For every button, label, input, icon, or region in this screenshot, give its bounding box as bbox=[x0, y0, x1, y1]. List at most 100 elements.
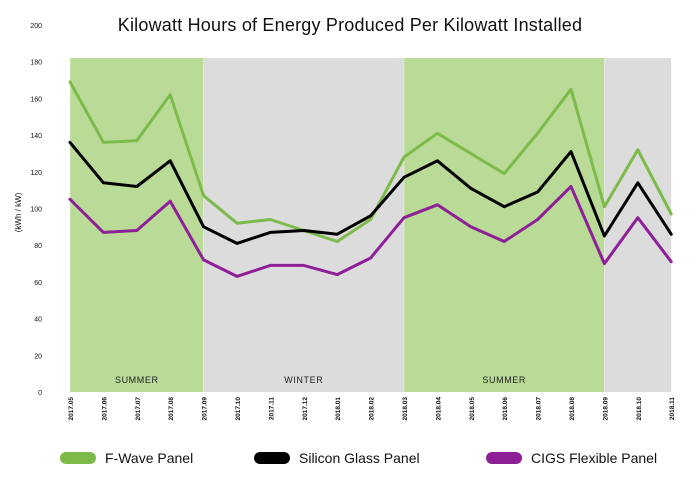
series-0-point-2018.09 bbox=[603, 205, 606, 208]
series-1-point-2017.07 bbox=[135, 185, 138, 188]
series-0-point-2018.10 bbox=[636, 148, 639, 151]
chart-title: Kilowatt Hours of Energy Produced Per Ki… bbox=[117, 15, 583, 35]
series-2-point-2017.06 bbox=[102, 231, 105, 234]
season-band-1 bbox=[203, 58, 404, 392]
y-tick-label-80: 80 bbox=[34, 243, 42, 250]
series-0-point-2017.10 bbox=[235, 221, 239, 225]
series-0-point-2018.05 bbox=[469, 152, 472, 155]
series-1-point-2017.09 bbox=[202, 225, 205, 229]
series-2-point-2018.08 bbox=[569, 185, 573, 188]
y-tick-label-100: 100 bbox=[30, 207, 42, 214]
series-2-point-2018.04 bbox=[436, 203, 439, 207]
y-tick-label-40: 40 bbox=[34, 317, 42, 324]
legend-item-cigs: CIGS Flexible Panel bbox=[486, 450, 657, 466]
series-2-point-2018.09 bbox=[603, 262, 606, 265]
legend-label-cigs: CIGS Flexible Panel bbox=[531, 450, 658, 466]
x-tick-label-2018.06: 2018.06 bbox=[502, 397, 509, 421]
series-2-point-2018.05 bbox=[469, 225, 472, 229]
season-label-1: WINTER bbox=[284, 375, 323, 385]
series-2-point-2017.05 bbox=[68, 198, 72, 201]
legend-swatch-silicon-glass bbox=[254, 452, 290, 464]
series-2-point-2017.09 bbox=[202, 258, 205, 262]
series-2-point-2018.06 bbox=[503, 240, 506, 243]
x-tick-label-2018.05: 2018.05 bbox=[469, 397, 476, 421]
season-band-0 bbox=[70, 58, 204, 392]
legend-swatch-cigs bbox=[486, 452, 522, 464]
x-tick-label-2018.01: 2018.01 bbox=[335, 397, 342, 421]
series-1-point-2018.01 bbox=[336, 232, 339, 236]
series-0-point-2018.11 bbox=[670, 212, 673, 216]
series-2-point-2017.08 bbox=[169, 199, 172, 203]
y-tick-label-60: 60 bbox=[34, 280, 42, 287]
axes: 0 20 40 60 80 100 120 140 160 180 200 (kWh / kW) 201… bbox=[14, 23, 676, 421]
series-1-point-2018.07 bbox=[536, 190, 539, 194]
x-tick-label-2017.07: 2017.07 bbox=[135, 397, 142, 421]
x-tick-label-2017.09: 2017.09 bbox=[202, 397, 209, 421]
x-tick-label-2018.08: 2018.08 bbox=[569, 397, 576, 421]
labels: SUMMER WINTER SUMMER bbox=[115, 375, 526, 385]
series-2-point-2018.02 bbox=[369, 256, 372, 260]
series-2-point-2018.01 bbox=[336, 273, 339, 276]
x-tick-label-2018.11: 2018.11 bbox=[669, 397, 676, 421]
y-tick-label-200: 200 bbox=[30, 23, 42, 30]
series-1-point-2017.05 bbox=[68, 141, 72, 144]
x-tick-label-2018.10: 2018.10 bbox=[636, 397, 643, 421]
series-2-point-2018.10 bbox=[636, 216, 639, 219]
y-tick-label-160: 160 bbox=[30, 96, 42, 103]
season-label-0: SUMMER bbox=[115, 375, 159, 385]
series-2-point-2017.10 bbox=[235, 275, 239, 278]
series-0-point-2018.07 bbox=[536, 132, 539, 135]
x-tick-label-2017.11: 2017.11 bbox=[268, 397, 275, 421]
x-tick-label-2018.07: 2018.07 bbox=[536, 397, 543, 421]
series-0-point-2017.05 bbox=[68, 80, 72, 84]
x-tick-label-2018.03: 2018.03 bbox=[402, 397, 409, 421]
legend-label-f-wave: F-Wave Panel bbox=[105, 450, 194, 466]
series-1-point-2018.10 bbox=[636, 181, 639, 185]
series-0-point-2018.03 bbox=[402, 155, 406, 159]
legend-label-silicon-glass: Silicon Glass Panel bbox=[299, 450, 420, 466]
series-0-point-2018.02 bbox=[369, 218, 372, 221]
series-2-point-2017.12 bbox=[302, 264, 305, 267]
series-1-point-2017.06 bbox=[102, 181, 105, 185]
legend-item-f-wave: F-Wave Panel bbox=[60, 450, 193, 466]
series-1-point-2018.08 bbox=[569, 150, 573, 153]
series-0-point-2018.04 bbox=[436, 132, 439, 135]
series-1-point-2018.06 bbox=[503, 205, 506, 208]
y-tick-label-0: 0 bbox=[38, 390, 42, 397]
series-1-point-2018.03 bbox=[402, 176, 406, 179]
series-0-point-2017.11 bbox=[269, 218, 272, 221]
series-2-point-2018.07 bbox=[536, 218, 539, 221]
x-tick-label-2018.02: 2018.02 bbox=[369, 397, 376, 421]
x-tick-label-2017.05: 2017.05 bbox=[68, 397, 75, 421]
x-tick-label-2018.09: 2018.09 bbox=[602, 397, 609, 421]
series-0-point-2018.08 bbox=[569, 88, 573, 91]
series-0-point-2017.07 bbox=[135, 139, 138, 142]
series-1-point-2017.12 bbox=[302, 229, 305, 232]
series-1-point-2017.10 bbox=[235, 242, 239, 245]
series-1-point-2018.09 bbox=[603, 234, 606, 238]
y-tick-label-180: 180 bbox=[30, 60, 42, 67]
legend-swatch-f-wave bbox=[60, 452, 96, 464]
series-2-point-2018.11 bbox=[670, 260, 673, 263]
series-1-point-2017.11 bbox=[269, 231, 272, 234]
series-1-point-2018.04 bbox=[436, 159, 439, 162]
season-band-3 bbox=[604, 58, 672, 392]
legend: F-Wave Panel Silicon Glass Panel CIGS Fl… bbox=[0, 450, 700, 472]
series-2-point-2017.11 bbox=[269, 264, 272, 267]
legend-item-silicon-glass: Silicon Glass Panel bbox=[254, 450, 420, 466]
season-label-2: SUMMER bbox=[482, 375, 526, 385]
y-axis-label: (kWh / kW) bbox=[14, 192, 23, 232]
series-0-point-2017.08 bbox=[169, 93, 172, 96]
series-0-point-2017.09 bbox=[202, 194, 205, 197]
series-1-point-2017.08 bbox=[169, 159, 172, 162]
series-2-point-2018.03 bbox=[402, 216, 406, 219]
y-tick-label-20: 20 bbox=[34, 353, 42, 360]
series-0-point-2017.06 bbox=[102, 141, 105, 144]
series-1-point-2018.11 bbox=[670, 232, 673, 236]
season-band-2 bbox=[404, 58, 605, 392]
x-tick-label-2017.12: 2017.12 bbox=[302, 397, 309, 421]
season-bands bbox=[69, 58, 672, 392]
x-tick-label-2017.08: 2017.08 bbox=[168, 397, 175, 421]
series-1-point-2018.05 bbox=[469, 187, 472, 190]
